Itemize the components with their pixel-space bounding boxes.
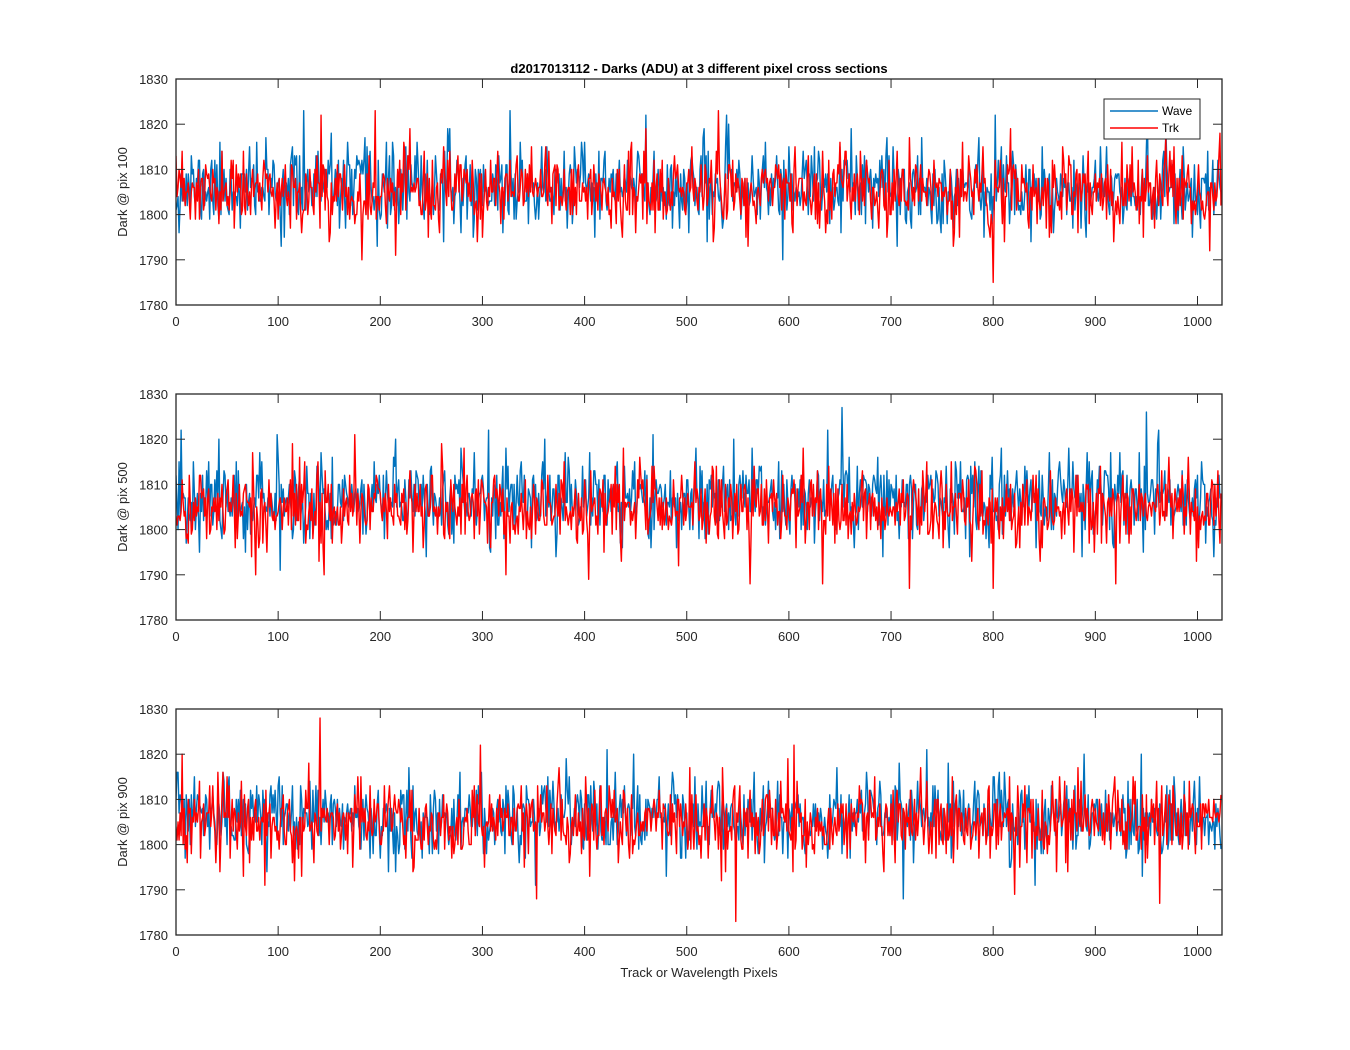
y-tick-label: 1800 <box>139 523 168 538</box>
x-tick-label: 800 <box>982 629 1004 644</box>
x-tick-label: 500 <box>676 314 698 329</box>
y-tick-label: 1810 <box>139 477 168 492</box>
x-tick-label: 800 <box>982 314 1004 329</box>
y-tick-label: 1820 <box>139 747 168 762</box>
y-tick-label: 1800 <box>139 208 168 223</box>
x-tick-label: 700 <box>880 629 902 644</box>
y-axis-label: Dark @ pix 900 <box>115 777 130 867</box>
series-line-trk <box>176 109 1222 284</box>
x-tick-label: 100 <box>267 314 289 329</box>
y-tick-label: 1820 <box>139 432 168 447</box>
series-lines <box>176 717 1222 923</box>
y-tick-label: 1780 <box>139 298 168 313</box>
y-tick-label: 1810 <box>139 162 168 177</box>
series-lines <box>176 109 1222 284</box>
y-tick-label: 1780 <box>139 928 168 943</box>
y-tick-label: 1830 <box>139 72 168 87</box>
x-tick-label: 400 <box>574 944 596 959</box>
x-tick-label: 800 <box>982 944 1004 959</box>
x-tick-label: 1000 <box>1183 314 1212 329</box>
x-tick-label: 600 <box>778 629 800 644</box>
chart-title: d2017013112 - Darks (ADU) at 3 different… <box>510 61 887 76</box>
x-tick-label: 300 <box>472 314 494 329</box>
legend-label-wave: Wave <box>1162 104 1193 118</box>
x-tick-label: 200 <box>369 629 391 644</box>
x-tick-label: 400 <box>574 314 596 329</box>
x-tick-label: 600 <box>778 314 800 329</box>
axes-box <box>175 78 1223 306</box>
y-tick-label: 1810 <box>139 792 168 807</box>
x-tick-label: 900 <box>1084 629 1106 644</box>
y-tick-label: 1780 <box>139 613 168 628</box>
x-tick-label: 100 <box>267 629 289 644</box>
y-tick-label: 1790 <box>139 883 168 898</box>
x-tick-label: 700 <box>880 944 902 959</box>
x-tick-label: 0 <box>172 314 179 329</box>
axes-box <box>175 708 1223 936</box>
series-line-trk <box>176 433 1222 590</box>
y-tick-label: 1790 <box>139 568 168 583</box>
x-tick-label: 300 <box>472 944 494 959</box>
y-axis-label: Dark @ pix 100 <box>115 147 130 237</box>
x-tick-label: 100 <box>267 944 289 959</box>
y-tick-label: 1800 <box>139 838 168 853</box>
x-tick-label: 0 <box>172 944 179 959</box>
subplot-1: 0 100 200 300 400 500 600 700 800 900 1000 1780 1790… <box>115 72 1223 329</box>
x-tick-label: 300 <box>472 629 494 644</box>
y-tick-label: 1830 <box>139 387 168 402</box>
y-axis-label: Dark @ pix 500 <box>115 462 130 552</box>
y-tick-label: 1830 <box>139 702 168 717</box>
x-tick-label: 900 <box>1084 944 1106 959</box>
subplot-3: 0 100 200 300 400 500 600 700 800 900 1000 1780 1790… <box>115 702 1223 959</box>
x-tick-label: 700 <box>880 314 902 329</box>
x-tick-label: 500 <box>676 944 698 959</box>
series-line-trk <box>176 717 1222 923</box>
y-tick-label: 1790 <box>139 253 168 268</box>
x-tick-label: 500 <box>676 629 698 644</box>
legend: Wave Trk <box>1103 98 1201 140</box>
x-tick-label: 400 <box>574 629 596 644</box>
subplot-2: 0 100 200 300 400 500 600 700 800 900 1000 1780 1790… <box>115 387 1223 644</box>
x-tick-label: 200 <box>369 944 391 959</box>
subplot-panels: 0 100 200 300 400 500 600 700 800 900 100017801790… <box>115 72 1223 959</box>
legend-box <box>1103 98 1201 140</box>
x-axis-label: Track or Wavelength Pixels <box>620 965 778 980</box>
x-tick-label: 1000 <box>1183 629 1212 644</box>
x-tick-label: 1000 <box>1183 944 1212 959</box>
x-tick-label: 900 <box>1084 314 1106 329</box>
x-tick-label: 200 <box>369 314 391 329</box>
y-tick-label: 1820 <box>139 117 168 132</box>
series-lines <box>176 406 1222 590</box>
axes-box <box>175 393 1223 621</box>
legend-label-trk: Trk <box>1162 121 1180 135</box>
x-tick-label: 0 <box>172 629 179 644</box>
x-tick-label: 600 <box>778 944 800 959</box>
